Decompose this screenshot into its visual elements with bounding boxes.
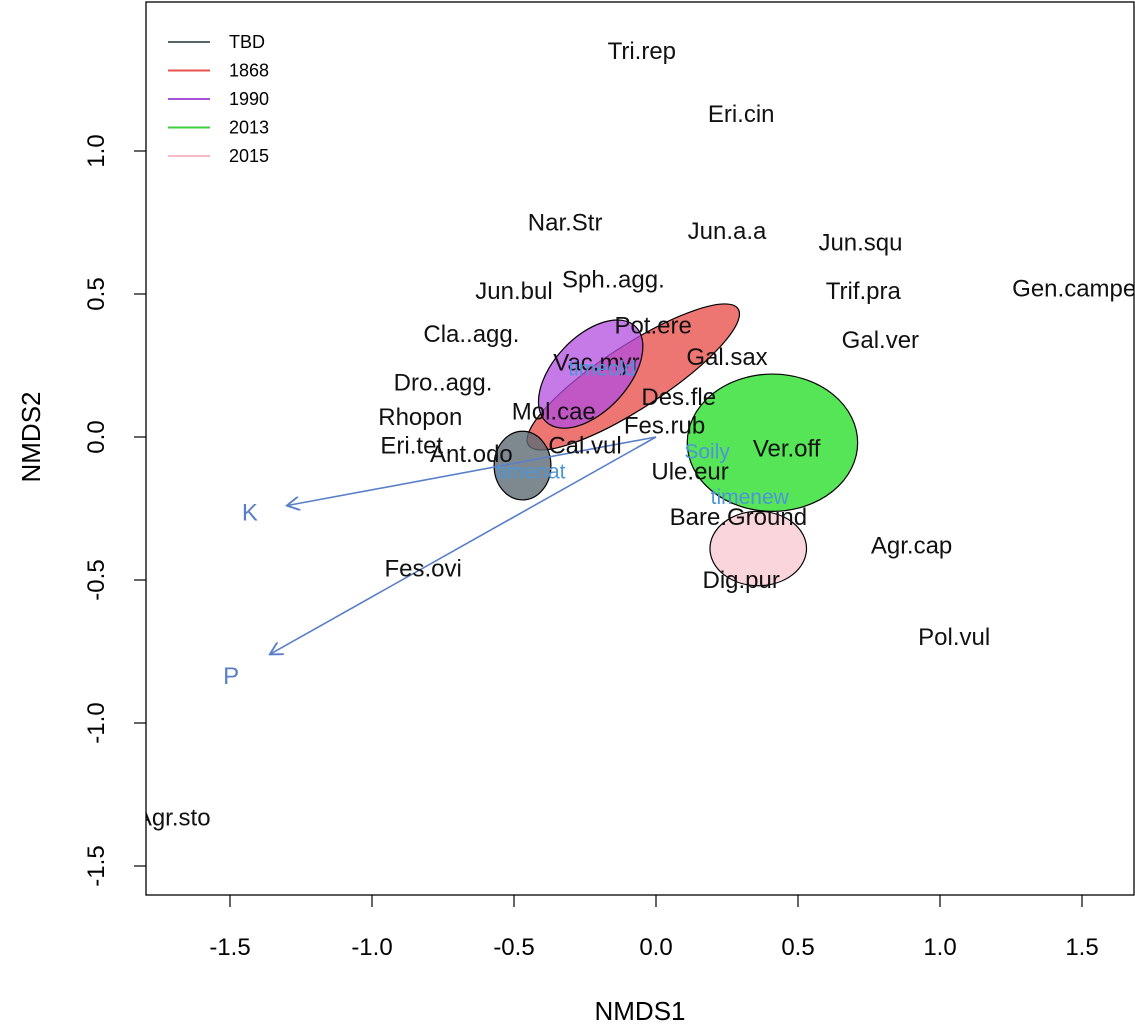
legend: TBD 1868 1990 2013 2015 [168, 32, 269, 166]
vector-arrow-p [270, 436, 657, 654]
vector-arrow-k [287, 436, 657, 506]
x-tick-label: 1.5 [1065, 934, 1098, 961]
x-tick-label: 0.0 [639, 934, 672, 961]
ellipse-2015 [709, 510, 808, 587]
x-tick-label: -1.0 [351, 934, 392, 961]
centroid-label-soily: Soily [684, 440, 730, 463]
vector-label-p: P [223, 663, 239, 690]
legend-label-2013: 2013 [229, 118, 269, 138]
centroid-label-timenat: timenat [497, 460, 566, 483]
species-label-sph-agg: Sph..agg. [562, 267, 665, 294]
env-vectors: KP [223, 436, 657, 690]
species-label-gal-sax: Gal.sax [686, 344, 767, 371]
species-label-jun-squ: Jun.squ [818, 230, 902, 257]
x-tick-label: 1.0 [923, 934, 956, 961]
centroid-labels: timeold Soily timenew timenat [497, 357, 790, 509]
y-axis: -1.5 -1.0 -0.5 0.0 0.5 1.0 [83, 134, 146, 887]
species-label-ule-eur: Ule.eur [651, 458, 728, 485]
species-label-mol-cae: Mol.cae [512, 398, 596, 425]
vector-label-k: K [242, 500, 258, 527]
species-label-bare-ground: Bare.Ground [670, 504, 807, 531]
species-label-jun-a-a: Jun.a.a [688, 218, 767, 245]
group-ellipses [493, 303, 859, 587]
species-label-des-fle: Des.fle [641, 384, 716, 411]
y-tick-label: -1.5 [83, 845, 110, 886]
x-tick-label: -1.5 [209, 934, 250, 961]
species-label-fes-ovi: Fes.ovi [384, 556, 461, 583]
centroid-label-timenew: timenew [711, 486, 790, 509]
ellipse-tbd [493, 430, 552, 501]
species-label-dig-pur: Dig.pur [703, 567, 780, 594]
species-label-eri-tet: Eri.tet [380, 433, 443, 460]
species-label-cla-agg: Cla..agg. [423, 321, 519, 348]
species-label-fes-rub: Fes.rub [624, 413, 705, 440]
x-axis-title: NMDS1 [594, 996, 685, 1026]
species-label-gen-campestris: Gen.campestris [1012, 275, 1135, 302]
species-label-cal-vul: Cal.vul [548, 433, 621, 460]
legend-label-tbd: TBD [229, 32, 265, 52]
ellipse-2013 [686, 373, 859, 512]
species-label-agr-sto: Agr.sto [136, 804, 211, 831]
species-label-jun-bul: Jun.bul [475, 278, 552, 305]
x-tick-label: -0.5 [493, 934, 534, 961]
species-label-ver-off: Ver.off [753, 435, 821, 462]
species-label-agr-cap: Agr.cap [871, 533, 952, 560]
x-axis: -1.5 -1.0 -0.5 0.0 0.5 1.0 1.5 [209, 895, 1099, 961]
y-axis-title: NMDS2 [16, 391, 46, 482]
y-tick-label: 0.5 [83, 277, 110, 310]
species-label-dro-agg: Dro..agg. [394, 370, 493, 397]
centroid-label-timeold: timeold [568, 357, 636, 380]
species-label-nar-str: Nar.Str [528, 210, 603, 237]
species-labels: Tri.rep Eri.cin Nar.Str Jun.a.a Jun.squ Gen.c… [136, 38, 1135, 831]
y-tick-label: 1.0 [83, 134, 110, 167]
species-label-ant-odo: Ant.odo [430, 441, 513, 468]
legend-label-1990: 1990 [229, 89, 269, 109]
species-label-vac-myr: Vac.myr [553, 350, 639, 377]
legend-label-2015: 2015 [229, 146, 269, 166]
species-label-trif-pra: Trif.pra [826, 278, 902, 305]
legend-label-1868: 1868 [229, 61, 269, 81]
species-label-pot-ere: Pot.ere [614, 312, 691, 339]
species-label-rhopon: Rhopon [378, 404, 462, 431]
ellipse-1990 [537, 319, 644, 429]
y-tick-label: 0.0 [83, 420, 110, 453]
y-tick-label: -0.5 [83, 559, 110, 600]
plot-frame [145, 1, 1135, 896]
species-label-pol-vul: Pol.vul [918, 624, 990, 651]
species-label-gal-ver: Gal.ver [842, 327, 919, 354]
species-label-eri-cin: Eri.cin [708, 101, 775, 128]
x-tick-label: 0.5 [781, 934, 814, 961]
species-label-tri-rep: Tri.rep [608, 38, 676, 65]
y-tick-label: -1.0 [83, 702, 110, 743]
